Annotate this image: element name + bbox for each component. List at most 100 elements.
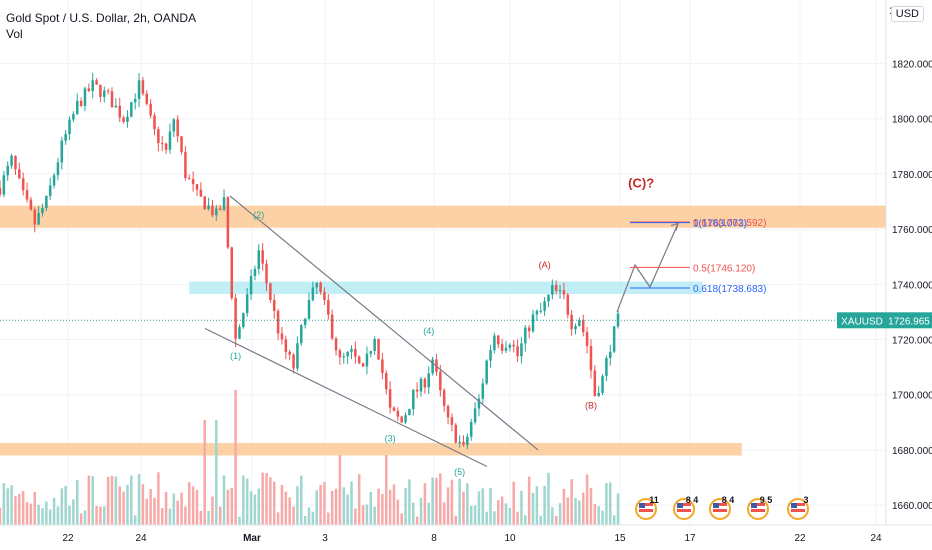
- volume-bar: [489, 488, 492, 525]
- volume-bar: [350, 481, 353, 525]
- candle-body: [218, 208, 222, 210]
- x-tick-label: Mar: [243, 533, 261, 544]
- wedge-lower-line[interactable]: [204, 327, 488, 468]
- candle-body: [249, 276, 253, 295]
- candles: [0, 72, 620, 450]
- candle-body: [257, 250, 261, 269]
- candle-body: [52, 175, 56, 186]
- volume-bar: [415, 516, 419, 525]
- volume-bar: [292, 506, 295, 525]
- volume-bar: [412, 502, 415, 525]
- candle-body: [605, 358, 608, 376]
- fib-levels[interactable]: 0.618(1762.592)1(1763.073) 0.5(1746.120) 0…: [630, 218, 766, 295]
- volume-bar: [527, 476, 531, 525]
- candle-body: [489, 350, 492, 361]
- event-flag-icon[interactable]: 8 4: [673, 495, 698, 520]
- volume-bar: [168, 508, 172, 525]
- volume-bar: [188, 482, 191, 525]
- candle-body: [350, 348, 353, 352]
- volume-bar: [427, 502, 430, 525]
- volume-bar: [48, 509, 52, 525]
- volume-bar: [566, 497, 570, 525]
- volume-bar: [265, 473, 268, 525]
- volume-bar: [578, 500, 581, 525]
- volume-bar: [52, 497, 56, 525]
- candle-body: [388, 389, 392, 408]
- volume-bar: [497, 500, 500, 525]
- candle-body: [446, 405, 450, 418]
- event-flag-stripe: [713, 503, 727, 506]
- volume-bar: [388, 489, 392, 525]
- volume-bar: [562, 488, 566, 525]
- projection-path[interactable]: [616, 223, 679, 313]
- candle-body: [466, 436, 469, 445]
- candle-body: [75, 100, 79, 115]
- event-flag-icon[interactable]: 9 5: [747, 495, 772, 520]
- volume-bar: [172, 493, 176, 525]
- drawings[interactable]: [0, 195, 886, 468]
- candle-body: [381, 359, 384, 374]
- x-tick-label: 24: [870, 533, 882, 544]
- volume-bar: [234, 390, 237, 525]
- volume-bar: [334, 488, 338, 525]
- candle-body: [570, 314, 573, 330]
- volume-bar: [64, 485, 67, 525]
- y-tick-label: 1700.000: [892, 391, 932, 402]
- volume-bar: [439, 473, 442, 525]
- volume-bar: [585, 474, 589, 525]
- volume-bar: [25, 501, 29, 525]
- candle-body: [307, 300, 311, 319]
- candle-body: [589, 345, 593, 371]
- candle-body: [327, 300, 330, 315]
- event-flag-icon[interactable]: 11: [635, 495, 659, 520]
- event-flag-icon[interactable]: 3: [787, 495, 809, 520]
- volume-bar: [450, 479, 454, 525]
- volume-bar: [531, 492, 535, 525]
- volume-bar: [284, 491, 288, 525]
- candle-body: [68, 119, 71, 135]
- candle-body: [593, 370, 597, 397]
- volume-bar: [404, 488, 407, 525]
- candle-body: [180, 136, 183, 153]
- currency-button[interactable]: USD: [890, 6, 924, 22]
- volume-bar: [473, 505, 477, 525]
- candle-body: [207, 205, 210, 210]
- zones: [0, 205, 886, 456]
- candle-body: [110, 91, 114, 108]
- y-tick-label: 1780.000: [892, 170, 932, 181]
- volume-bar: [612, 515, 616, 525]
- candle-body: [91, 80, 94, 91]
- volume-bar: [547, 472, 550, 525]
- volume-bar: [373, 506, 376, 525]
- candle-body: [334, 338, 338, 351]
- volume-bar: [226, 489, 230, 525]
- economic-events[interactable]: 11 8 4 8 4 9 5 3: [635, 495, 809, 520]
- y-tick-label: 1820.000: [892, 59, 932, 70]
- candle-body: [130, 102, 133, 117]
- event-flag-canton: [791, 503, 797, 508]
- candle-body: [230, 247, 234, 299]
- volume-bar: [261, 472, 264, 525]
- volume-bar: [539, 515, 543, 525]
- x-tick-label: 17: [684, 533, 696, 544]
- candle-body: [396, 410, 400, 417]
- candle-body: [392, 407, 396, 411]
- symbol-title[interactable]: Gold Spot / U.S. Dollar, 2h, OANDA: [6, 11, 197, 25]
- event-flag-stripe: [639, 503, 653, 506]
- volume-bar: [29, 503, 33, 525]
- wedge-upper-line[interactable]: [229, 195, 539, 451]
- candle-body: [33, 209, 37, 225]
- volume-bar: [21, 491, 25, 525]
- event-flag-icon[interactable]: 8 4: [709, 495, 734, 520]
- candle-body: [64, 134, 67, 141]
- volume-bar: [554, 515, 558, 525]
- volume-bar: [500, 496, 504, 525]
- volume-bar: [524, 515, 527, 525]
- volume-bar: [431, 477, 434, 525]
- candle-body: [48, 185, 52, 196]
- candle-body: [288, 351, 291, 355]
- candle-body: [303, 318, 307, 326]
- volume-bar: [520, 490, 523, 525]
